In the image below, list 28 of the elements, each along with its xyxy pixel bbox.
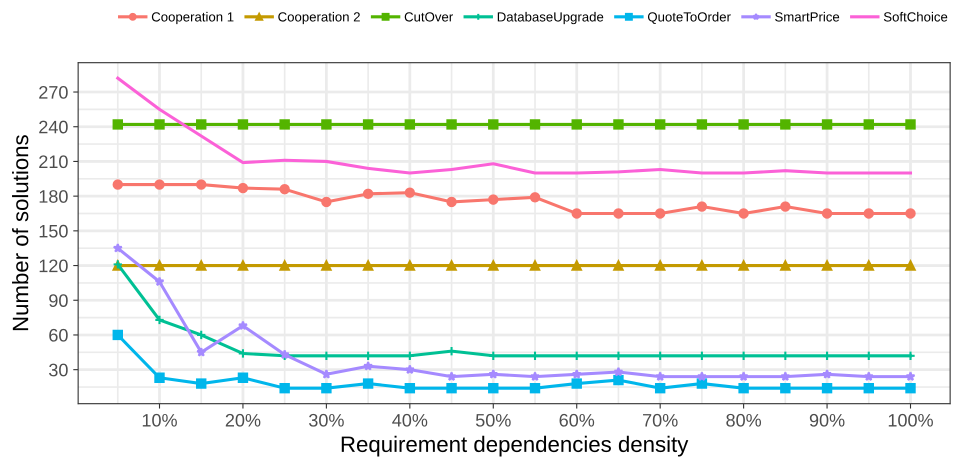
x-tick-label: 70%	[643, 414, 678, 427]
y-tick-label: 180	[40, 190, 68, 203]
y-tick-label: 120	[40, 259, 68, 272]
legend-label: CutOver	[404, 12, 453, 22]
x-tick-label: 90%	[810, 414, 844, 427]
legend-label: QuoteToOrder	[648, 12, 731, 24]
x-tick-label: 30%	[309, 414, 344, 427]
y-tick-label: 30	[49, 364, 68, 376]
legend-label: SmartPrice	[775, 12, 840, 22]
y-tick-label: 270	[39, 86, 68, 99]
y-axis-title: Number of solutions	[12, 135, 28, 330]
x-tick-label: 50%	[476, 414, 511, 427]
x-tick-label: 100%	[888, 414, 933, 427]
legend-label: SoftChoice	[884, 12, 948, 22]
legend-label: Cooperation 1	[152, 12, 234, 24]
x-tick-label: 10%	[142, 414, 177, 427]
y-tick-label: 210	[39, 155, 68, 168]
x-tick-label: 40%	[392, 414, 428, 427]
legend-label: DatabaseUpgrade	[498, 12, 604, 24]
legend-label: Cooperation 2	[278, 12, 360, 24]
x-tick-label: 60%	[560, 414, 594, 427]
x-axis-title: Requirement dependencies density	[342, 436, 688, 457]
y-tick-label: 240	[39, 120, 68, 134]
y-tick-label: 90	[49, 294, 68, 307]
y-tick-label: 60	[49, 328, 68, 342]
x-tick-label: 80%	[726, 414, 762, 427]
x-tick-label: 20%	[226, 414, 260, 427]
y-tick-label: 150	[40, 224, 68, 238]
